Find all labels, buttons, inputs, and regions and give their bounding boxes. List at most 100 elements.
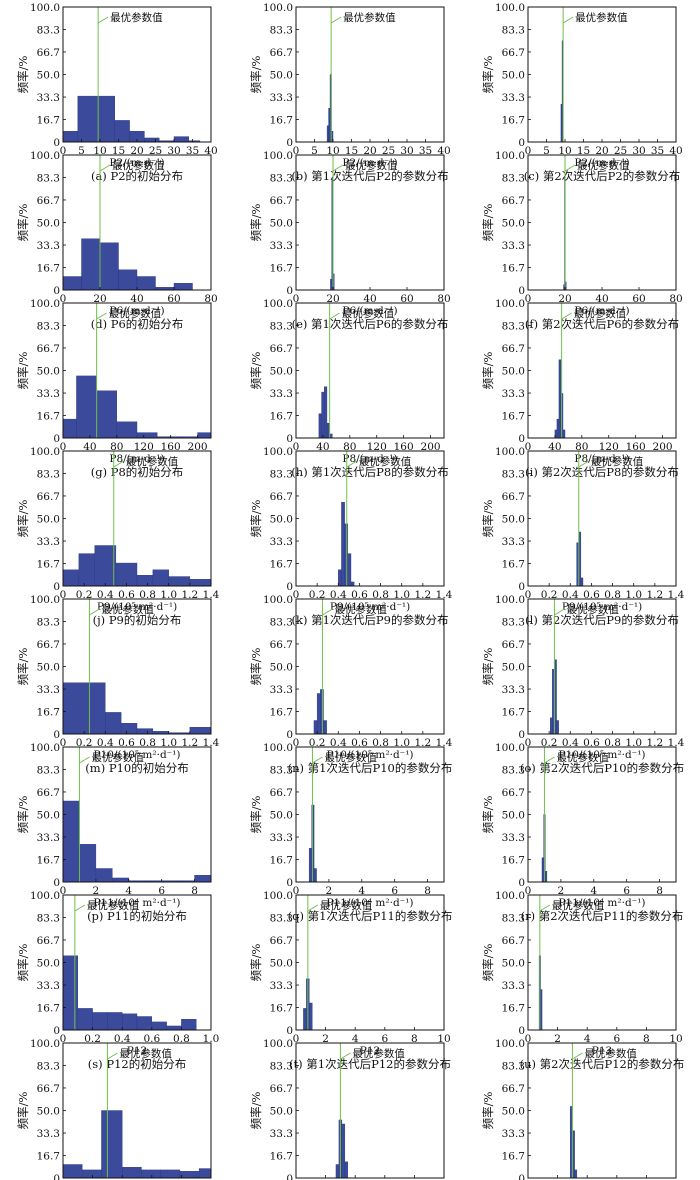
x-axis-label: P8/(m·d⁻¹) — [342, 453, 397, 465]
y-tick-label: 33.3 — [37, 388, 60, 400]
x-tick-label: 0 — [60, 737, 67, 749]
x-tick-label: 20 — [363, 145, 376, 157]
y-tick-label: 0 — [53, 285, 60, 297]
x-tick-label: 0 — [293, 1033, 300, 1045]
annotation-label: 最优参数值 — [345, 159, 398, 172]
annotation-label: 最优参数值 — [343, 11, 396, 24]
y-tick-label: 83.3 — [37, 25, 60, 37]
y-axis-label: 频率/% — [16, 56, 30, 94]
x-tick-label: 1.0 — [160, 589, 177, 601]
y-tick-label: 100.0 — [30, 890, 60, 902]
histogram-bar — [76, 375, 97, 439]
x-tick-label: 80 — [343, 441, 356, 453]
x-tick-label: 40 — [437, 145, 450, 157]
x-tick-label: 120 — [367, 441, 387, 453]
histogram-bar — [344, 523, 348, 587]
x-tick-label: 20 — [595, 145, 608, 157]
y-tick-label: 16.7 — [270, 706, 293, 718]
y-tick-label: 83.3 — [270, 321, 293, 333]
x-tick-label: 40 — [595, 293, 608, 305]
x-tick-label: 160 — [394, 441, 414, 453]
panel-l: 最优参数值 100.0 83.3 66.7 50.0 33.3 16.7 00 0.2 0.4 0.… — [481, 446, 685, 627]
x-tick-label: 0.4 — [562, 737, 579, 749]
x-axis-label: P6/(m·d⁻¹) — [342, 305, 397, 317]
x-tick-label: 80 — [575, 441, 588, 453]
histogram-bar — [313, 720, 318, 735]
y-axis-label: 频率/% — [481, 1092, 495, 1130]
x-tick-label: 1.0 — [160, 737, 177, 749]
y-tick-label: 16.7 — [37, 854, 60, 866]
histogram-bar — [558, 359, 562, 439]
x-tick-label: 30 — [167, 145, 180, 157]
y-tick-label: 16.7 — [37, 558, 60, 570]
y-tick-label: 0 — [518, 137, 525, 149]
x-tick-label: 1.0 — [203, 1033, 220, 1045]
y-axis-label: 频率/% — [16, 648, 30, 686]
x-tick-label: 6 — [623, 885, 630, 897]
x-tick-label: 15 — [112, 145, 125, 157]
x-tick-label: 80 — [110, 441, 123, 453]
y-tick-label: 66.7 — [270, 1083, 293, 1095]
x-tick-label: 0.8 — [173, 1033, 190, 1045]
y-tick-label: 83.3 — [270, 173, 293, 185]
y-tick-label: 50.0 — [502, 514, 525, 526]
y-tick-label: 83.3 — [502, 469, 525, 481]
y-tick-label: 16.7 — [37, 262, 60, 274]
y-tick-label: 0 — [518, 1173, 525, 1180]
x-tick-label: 0.6 — [583, 589, 600, 601]
y-tick-label: 66.7 — [502, 491, 525, 503]
x-tick-label: 40 — [130, 293, 143, 305]
y-tick-label: 100.0 — [30, 742, 60, 754]
y-tick-label: 66.7 — [502, 787, 525, 799]
panel-caption: (o) 第2次迭代后P10的参数分布 — [520, 761, 684, 775]
annotation-label: 最优参数值 — [566, 603, 619, 616]
x-tick-label: 160 — [626, 441, 646, 453]
x-tick-label: 0 — [60, 145, 67, 157]
histogram-bar — [303, 1008, 307, 1031]
annotation-leader — [562, 16, 574, 24]
annotation-label: 最优参数值 — [112, 159, 165, 172]
y-tick-label: 16.7 — [502, 114, 525, 126]
y-tick-label: 50.0 — [37, 662, 60, 674]
annotation-leader — [312, 756, 323, 764]
x-tick-label: 40 — [548, 441, 561, 453]
y-axis-label: 频率/% — [249, 204, 263, 242]
y-tick-label: 0 — [286, 433, 293, 445]
histogram-bar — [136, 432, 158, 439]
histogram-bar — [120, 723, 138, 735]
histogram-bar — [79, 844, 97, 883]
y-axis-label: 频率/% — [16, 944, 30, 982]
y-tick-label: 33.3 — [502, 536, 525, 548]
annotation-leader — [89, 608, 100, 616]
y-tick-label: 33.3 — [37, 684, 60, 696]
y-tick-label: 0 — [518, 581, 525, 593]
y-tick-label: 33.3 — [37, 980, 60, 992]
panel-caption: (i) 第2次迭代后P8的参数分布 — [525, 465, 679, 479]
y-axis-label: 频率/% — [249, 944, 263, 982]
y-tick-label: 0 — [518, 285, 525, 297]
y-tick-label: 33.3 — [270, 980, 293, 992]
y-tick-label: 50.0 — [502, 958, 525, 970]
y-tick-label: 16.7 — [270, 558, 293, 570]
y-tick-label: 66.7 — [37, 47, 60, 59]
histogram-bar — [309, 1002, 313, 1031]
y-tick-label: 100.0 — [263, 298, 293, 310]
y-tick-label: 0 — [53, 1173, 60, 1180]
histogram-bar — [92, 1012, 108, 1031]
annotation-leader — [113, 460, 125, 468]
annotation-leader — [74, 904, 86, 912]
x-tick-label: 0.4 — [114, 1033, 131, 1045]
y-tick-label: 50.0 — [270, 218, 293, 230]
plot-frame — [295, 6, 445, 143]
y-tick-label: 16.7 — [502, 558, 525, 570]
annotation-label: 最优参数值 — [91, 751, 144, 764]
y-tick-label: 83.3 — [502, 1061, 525, 1073]
x-tick-label: 0.2 — [309, 737, 326, 749]
panel-i: 最优参数值 100.0 83.3 66.7 50.0 33.3 16.7 00 40 80 120 1… — [481, 298, 679, 479]
y-axis-label: 频率/% — [249, 56, 263, 94]
x-axis-label: P2/(m·d⁻¹) — [574, 157, 629, 169]
y-axis-label: 频率/% — [481, 204, 495, 242]
annotation-leader — [564, 164, 576, 172]
